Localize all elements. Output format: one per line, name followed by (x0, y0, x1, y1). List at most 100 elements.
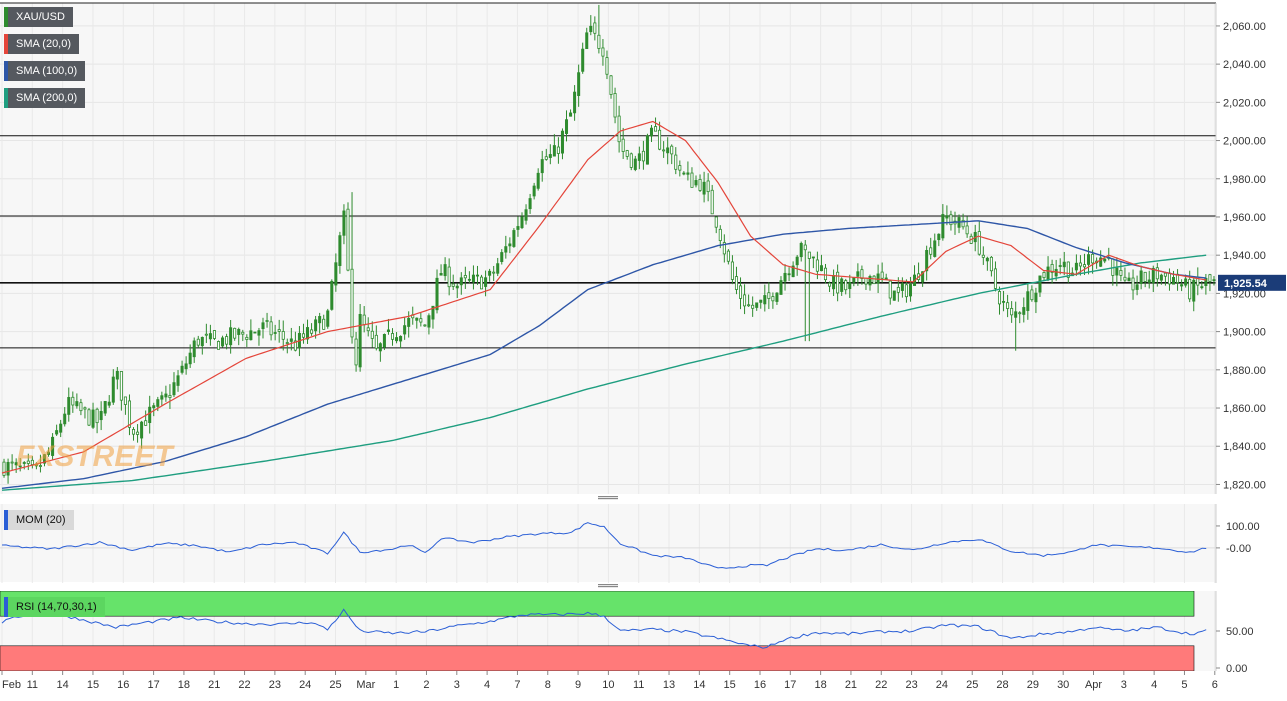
candle-body (552, 145, 556, 157)
candle-body (775, 292, 779, 302)
candle-body (22, 462, 26, 464)
candle-body (860, 269, 864, 279)
candle-body (686, 172, 690, 175)
x-tick-label: 2 (423, 679, 429, 691)
x-tick-label: 17 (147, 679, 159, 691)
mom-tick-label: 100.00 (1226, 521, 1260, 533)
candle-body (840, 278, 844, 292)
candle-body (961, 219, 965, 228)
candle-body (621, 138, 625, 152)
candle-body (1042, 272, 1046, 278)
candle-body (253, 331, 257, 334)
candle-body (722, 242, 726, 255)
candle-body (1139, 270, 1143, 284)
rsi-panel (0, 591, 1207, 671)
candle-body (993, 268, 997, 289)
candle-body (921, 271, 925, 283)
candle-body (277, 329, 281, 332)
candle-body (200, 336, 204, 347)
candle-body (2, 461, 6, 476)
candle-body (184, 363, 188, 370)
candle-body (734, 276, 738, 290)
x-tick-label: 15 (87, 679, 99, 691)
candle-body (925, 250, 929, 272)
candle-body (233, 327, 237, 339)
candle-body (99, 410, 103, 421)
legend-sma20[interactable]: SMA (20,0) (4, 34, 80, 54)
candle-body (1014, 311, 1018, 318)
legend-rsi[interactable]: RSI (14,70,30,1) (4, 597, 105, 617)
candle-body (378, 343, 382, 352)
y-tick-label: 1,840.00 (1223, 441, 1266, 453)
candle-body (18, 465, 22, 468)
candle-body (1135, 284, 1139, 290)
candle-body (617, 115, 621, 143)
separator-handle (598, 584, 618, 586)
candle-body (172, 382, 176, 396)
panel-gap (0, 494, 1287, 502)
sma200-line (1, 254, 1207, 491)
candle-body (783, 272, 787, 282)
candle-body (1099, 257, 1103, 267)
candle-body (269, 321, 273, 336)
candle-body (132, 429, 136, 435)
rsi-tick-label: 0.00 (1226, 663, 1247, 675)
candle-body (1050, 264, 1054, 273)
candle-body (1054, 268, 1058, 277)
candle-body (536, 172, 540, 189)
legend-mom[interactable]: MOM (20) (4, 510, 74, 530)
candle-body (342, 210, 346, 236)
candle-body (577, 72, 581, 96)
candle-body (848, 282, 852, 290)
rsi-line (1, 608, 1207, 649)
candle-body (573, 91, 577, 114)
mom-tick-label: -0.00 (1226, 543, 1251, 555)
candle-body (803, 244, 807, 251)
candle-body (585, 32, 589, 50)
candle-body (221, 337, 225, 347)
candle-body (658, 129, 662, 150)
candle-body (941, 214, 945, 239)
candle-body (164, 393, 168, 398)
candle-body (564, 119, 569, 134)
rsi-overbought-zone (0, 591, 1195, 617)
horizontal-levels (0, 135, 1216, 349)
y-tick-label: 1,960.00 (1223, 212, 1266, 224)
legend-sma100[interactable]: SMA (100,0) (4, 61, 86, 81)
candle-body (981, 254, 985, 258)
candle-body (730, 261, 734, 280)
candle-body (852, 277, 856, 283)
candle-body (1115, 267, 1119, 276)
candle-body (1038, 275, 1042, 293)
candle-body (354, 338, 358, 366)
candle-body (399, 335, 403, 342)
candle-body (1171, 276, 1176, 285)
candle-body (807, 251, 811, 259)
x-tick-label: Mar (356, 679, 375, 691)
candle-body (374, 334, 378, 349)
candle-body (556, 146, 560, 154)
rsi-tick-label: 50.00 (1226, 626, 1254, 638)
candle-body (929, 247, 933, 255)
candle-body (763, 295, 767, 305)
candle-body (500, 252, 504, 262)
legend-symbol[interactable]: XAU/USD (4, 7, 73, 27)
candle-body (451, 283, 455, 287)
candle-body (95, 408, 99, 424)
y-tick-label: 1,880.00 (1223, 365, 1266, 377)
candle-body (767, 292, 771, 299)
candle-body (1082, 264, 1086, 268)
candle-body (83, 407, 87, 410)
axes (0, 2, 1217, 671)
x-tick-label: 15 (724, 679, 736, 691)
candle-body (249, 330, 253, 341)
candle-body (593, 22, 597, 34)
x-tick-label: 1 (393, 679, 399, 691)
candle-body (880, 271, 884, 279)
candle-body (152, 405, 156, 409)
legend-sma200[interactable]: SMA (200,0) (4, 88, 86, 108)
sma-lines (1, 120, 1207, 491)
candle-body (1119, 270, 1123, 276)
candle-body (1066, 261, 1070, 278)
